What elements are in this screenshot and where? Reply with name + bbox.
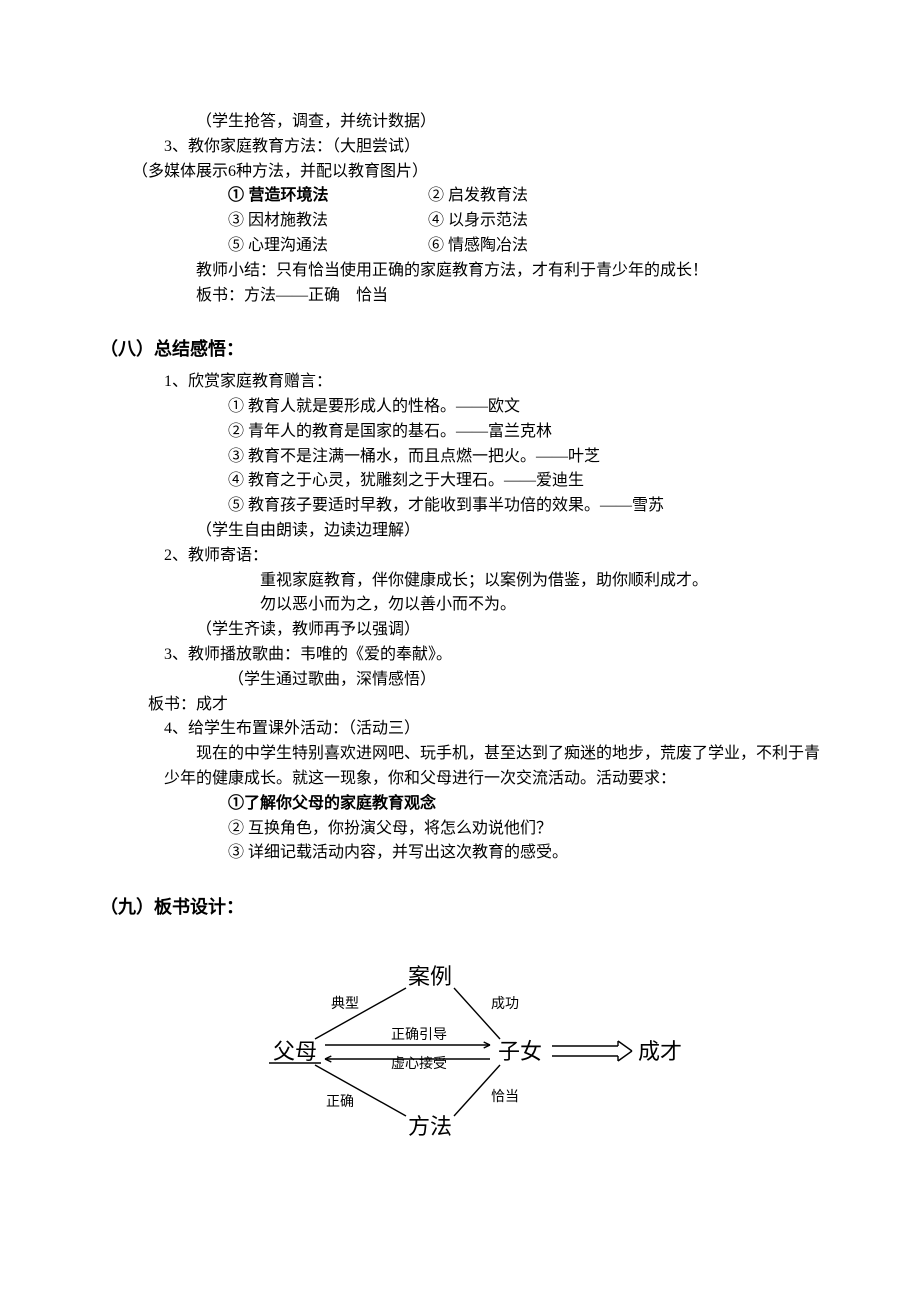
sec8-i1-note: （学生自由朗读，边读边理解） (100, 519, 820, 544)
sec8-quote-2: ② 青年人的教育是国家的基石。——富兰克林 (100, 420, 820, 445)
sec8-quote-4: ④ 教育之于心灵，犹雕刻之于大理石。——爱迪生 (100, 469, 820, 494)
sec8-quote-3: ③ 教育不是注满一桶水，而且点燃一把火。——叶芝 (100, 445, 820, 470)
sec8-i2-l1: 重视家庭教育，伴你健康成长；以案例为借鉴，助你顺利成才。 (100, 569, 820, 594)
methods-row-3: ⑤ 心理沟通法 ⑥ 情感陶冶法 (100, 234, 820, 259)
sec8-i3-lead: 3、教师播放歌曲：韦唯的《爱的奉献》。 (100, 643, 820, 668)
svg-text:虚心接受: 虚心接受 (391, 1055, 447, 1072)
svg-text:正确引导: 正确引导 (391, 1027, 447, 1043)
method-2: ② 启发教育法 (428, 184, 528, 209)
section-9-title: （九）板书设计： (100, 894, 820, 922)
sec8-i4-a3: ③ 详细记载活动内容，并写出这次教育的感受。 (100, 841, 820, 866)
item-3-lead: 3、教你家庭教育方法：（大胆尝试） (100, 135, 820, 160)
board-methods: 板书：方法——正确 恰当 (100, 284, 820, 309)
sec8-i4-a1: ①了解你父母的家庭教育观念 (100, 792, 820, 817)
note-student-survey: （学生抢答，调查，并统计数据） (100, 110, 820, 135)
method-4: ④ 以身示范法 (428, 209, 528, 234)
method-3: ③ 因材施教法 (228, 209, 428, 234)
svg-text:成功: 成功 (491, 996, 519, 1012)
item-3-sub: （多媒体展示6种方法，并配以教育图片） (100, 160, 820, 185)
sec8-i2-note: （学生齐读，教师再予以强调） (100, 618, 820, 643)
svg-text:正确: 正确 (326, 1094, 354, 1110)
methods-row-2: ③ 因材施教法 ④ 以身示范法 (100, 209, 820, 234)
svg-text:成才: 成才 (638, 1039, 682, 1064)
svg-text:恰当: 恰当 (491, 1089, 519, 1105)
sec8-quote-1: ① 教育人就是要形成人的性格。——欧文 (100, 395, 820, 420)
methods-row-1: ① 营造环境法 ② 启发教育法 (100, 184, 820, 209)
sec8-i2-lead: 2、教师寄语： (100, 544, 820, 569)
section-8-title: （八）总结感悟： (100, 336, 820, 364)
svg-text:父母: 父母 (273, 1039, 317, 1064)
svg-text:方法: 方法 (408, 1114, 452, 1139)
sec8-i4-a2: ② 互换角色，你扮演父母，将怎么劝说他们？ (100, 817, 820, 842)
sec8-i4-para: 现在的中学生特别喜欢进网吧、玩手机，甚至达到了痴迷的地步，荒废了学业，不利于青少… (100, 742, 820, 792)
board-diagram: 案例父母 子女方法 成才 典型 成功正确 恰当 正确引导虚心接受 (100, 946, 820, 1156)
sec8-quote-5: ⑤ 教育孩子要适时早教，才能收到事半功倍的效果。——雪苏 (100, 494, 820, 519)
method-6: ⑥ 情感陶冶法 (428, 234, 528, 259)
svg-text:典型: 典型 (331, 996, 359, 1012)
teacher-summary: 教师小结：只有恰当使用正确的家庭教育方法，才有利于青少年的成长！ (100, 259, 820, 284)
sec8-i1-lead: 1、欣赏家庭教育赠言： (100, 370, 820, 395)
sec8-i3-note: （学生通过歌曲，深情感悟） (100, 668, 820, 693)
method-1: ① 营造环境法 (228, 184, 428, 209)
sec8-i3-board: 板书：成才 (100, 693, 820, 718)
method-5: ⑤ 心理沟通法 (228, 234, 428, 259)
sec8-i4-lead: 4、给学生布置课外活动：（活动三） (100, 717, 820, 742)
svg-text:案例: 案例 (408, 964, 452, 989)
sec8-i2-l2: 勿以恶小而为之，勿以善小而不为。 (100, 593, 820, 618)
svg-text:子女: 子女 (498, 1039, 542, 1064)
